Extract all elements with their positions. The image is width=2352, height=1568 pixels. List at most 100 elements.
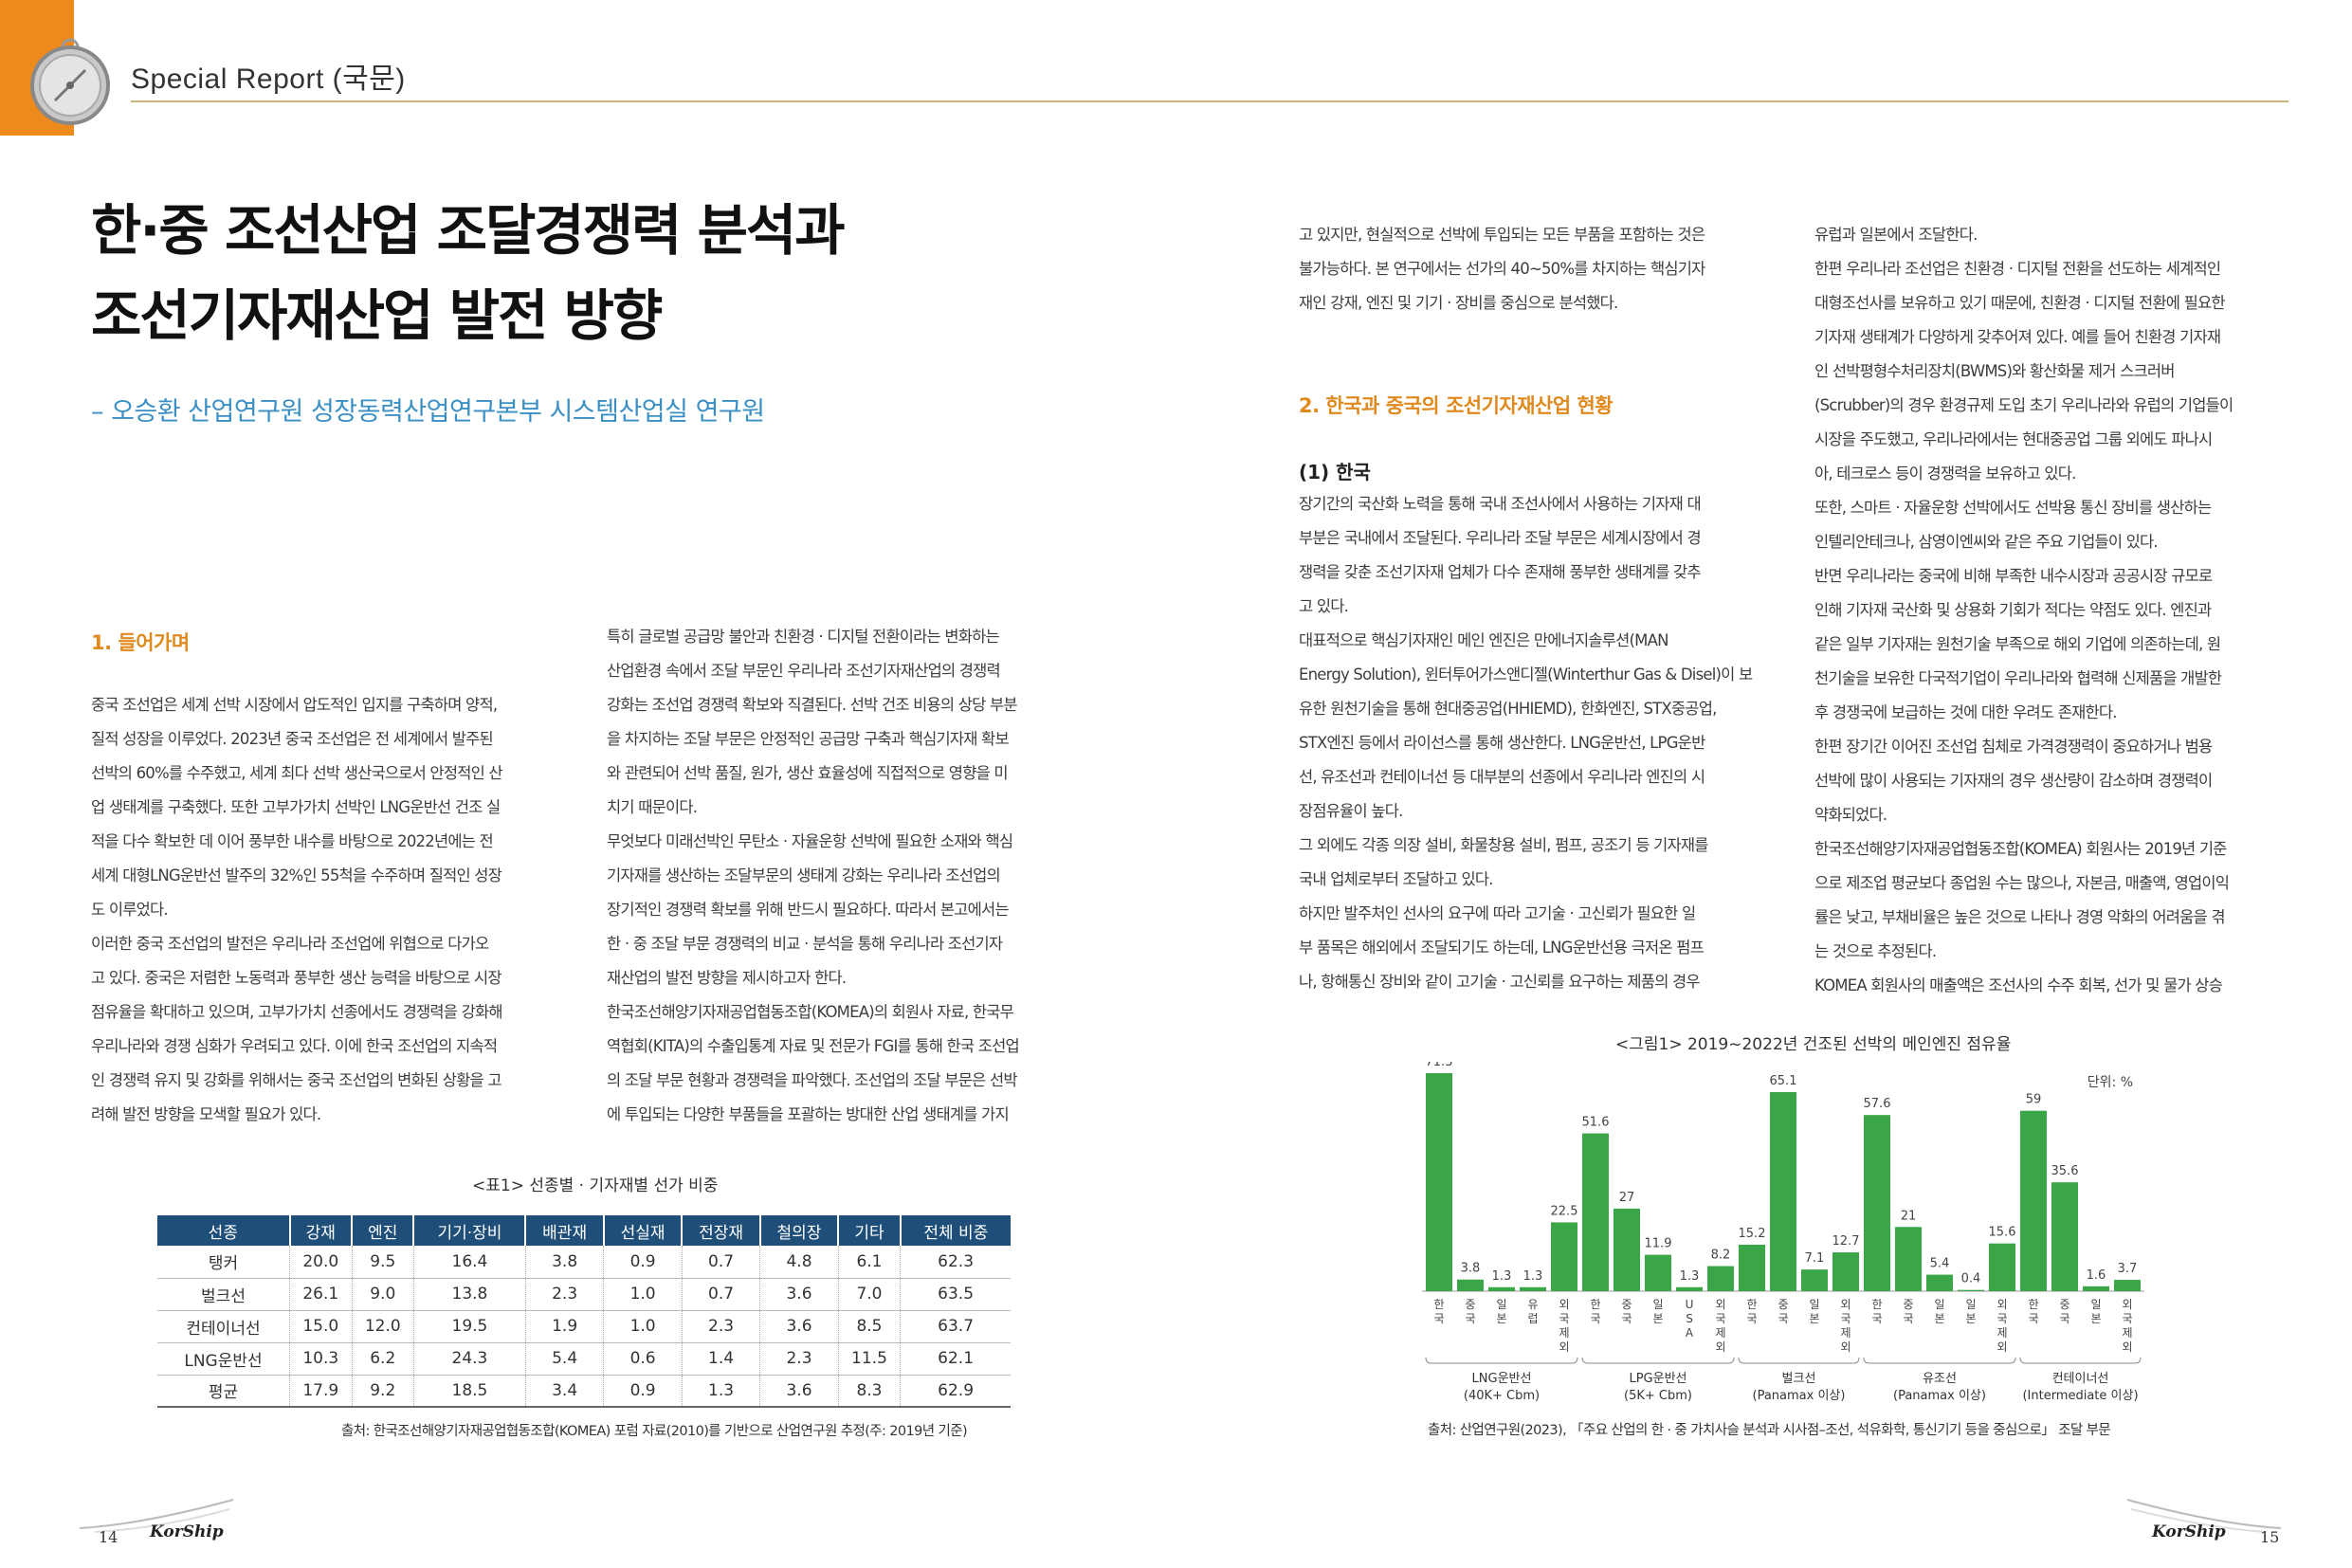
table-cell: 26.1 (289, 1278, 352, 1311)
right-brand-logo: KorShip (2152, 1522, 2226, 1541)
text-line: 이러한 중국 조선업의 발전은 우리나라 조선업에 위협으로 다가오 (91, 935, 489, 953)
table-cell: 6.2 (351, 1342, 414, 1376)
table-cell: 63.5 (900, 1278, 1011, 1311)
text-line: 같은 일부 기자재는 원천기술 부족으로 해외 기업에 의존하는데, 원 (1814, 635, 2221, 653)
table-header-cell: 기타 (837, 1215, 901, 1246)
bar-value-label: 3.7 (2118, 1262, 2138, 1276)
table-cell: 5.4 (524, 1342, 604, 1376)
table-header-cell: 배관재 (524, 1215, 604, 1246)
section-2-heading: 2. 한국과 중국의 조선기자재산업 현황 (1299, 394, 1614, 417)
table-cell: 1.9 (524, 1310, 604, 1343)
table-cell: 0.7 (681, 1278, 760, 1311)
text-line: KOMEA 회원사의 매출액은 조선사의 수주 회복, 선가 및 물가 상승 (1814, 976, 2223, 994)
group-sublabel: (40K+ Cbm) (1464, 1389, 1540, 1403)
group-sublabel: (5K+ Cbm) (1624, 1389, 1692, 1403)
chart-bar (1926, 1274, 1953, 1291)
text-line: 강화는 조선업 경쟁력 확보와 직결된다. 선박 건조 비용의 상당 부분 (607, 696, 1018, 714)
table-cell: 13.8 (412, 1278, 526, 1311)
table-cell: 18.5 (412, 1375, 526, 1408)
text-line: 인 선박평형수처리장치(BWMS)와 황산화물 제거 스크러버 (1814, 362, 2175, 380)
group-sublabel: (Panamax 이상) (1753, 1389, 1846, 1403)
table-cell: 8.5 (837, 1310, 901, 1343)
table-cell: 10.3 (289, 1342, 352, 1376)
text-line: 한국조선해양기자재공업협동조합(KOMEA)의 회원사 자료, 한국무 (607, 1003, 1014, 1021)
table-cell: 6.1 (837, 1246, 901, 1279)
table-cell: 3.6 (759, 1278, 839, 1311)
text-line: 고 있다. 중국은 저렴한 노동력과 풍부한 생산 능력을 바탕으로 시장 (91, 969, 502, 987)
text-line: 점유율을 확대하고 있으며, 고부가가치 선종에서도 경쟁력을 강화해 (91, 1003, 503, 1021)
table-cell: 4.8 (759, 1246, 839, 1279)
text-line: 유한 원천기술을 통해 현대중공업(HHIEMD), 한화엔진, STX중공업, (1299, 700, 1717, 718)
right-column-2: 유럽과 일본에서 조달한다. 한편 우리나라 조선업은 친환경 · 디지털 전환을… (1814, 218, 2293, 1003)
text-line: 장기적인 경쟁력 확보를 위해 반드시 필요하다. 따라서 본고에서는 (607, 901, 1010, 919)
table-cell: 2.3 (524, 1278, 604, 1311)
text-line: 나, 항해통신 장비와 같이 고기술 · 고신뢰를 요구하는 제품의 경우 (1299, 973, 1701, 991)
bar-value-label: 21 (1901, 1209, 1917, 1223)
bar-value-label: 65.1 (1770, 1074, 1797, 1088)
header-rule (131, 100, 2288, 102)
bar-value-label: 8.2 (1711, 1249, 1731, 1263)
chart-bar (1958, 1289, 1984, 1291)
table-cell: 평균 (157, 1375, 290, 1408)
table-cell: 9.5 (351, 1246, 414, 1279)
group-bracket (2019, 1357, 2142, 1364)
text-line: 선박에 많이 사용되는 기자재의 경우 생산량이 감소하며 경쟁력이 (1814, 772, 2213, 790)
text-line: 한 · 중 조달 부문 경쟁력의 비교 · 분석을 통해 우리나라 조선기자 (607, 935, 1003, 953)
table-cell: 7.0 (837, 1278, 901, 1311)
text-line: 천기술을 보유한 다국적기업이 우리나라와 협력해 신제품을 개발한 (1814, 669, 2222, 687)
table-header-cell: 전체 비중 (899, 1215, 1011, 1246)
text-line: 장점유율이 높다. (1299, 802, 1403, 820)
chart-bar (1645, 1254, 1671, 1291)
bar-value-label: 22.5 (1551, 1204, 1578, 1218)
group-label: LNG운반선 (1472, 1372, 1532, 1386)
chart-bar (1614, 1208, 1640, 1291)
bar-value-label: 15.2 (1739, 1227, 1766, 1241)
text-line: 역협회(KITA)의 수출입통계 자료 및 전문가 FGI를 통해 한국 조선업 (607, 1037, 1020, 1055)
chart-bar (1707, 1266, 1734, 1291)
chart-bar (1551, 1222, 1577, 1291)
table-cell: 3.6 (759, 1310, 839, 1343)
table-cell: 0.7 (681, 1246, 760, 1279)
bar-value-label: 3.8 (1461, 1262, 1481, 1276)
title-line-2: 조선기자재산업 발전 방향 (91, 283, 663, 348)
table-cell: 16.4 (412, 1246, 526, 1279)
text-line: 그 외에도 각종 의장 설비, 화물창용 설비, 펌프, 공조기 등 기자재를 (1299, 836, 1708, 854)
section-1-heading: 1. 들어가며 (91, 631, 190, 654)
text-line: 업 생태계를 구축했다. 또한 고부가가치 선박인 LNG운반선 건조 실 (91, 798, 501, 816)
text-line: 하지만 발주처인 선사의 요구에 따라 고기술 · 고신뢰가 필요한 일 (1299, 904, 1696, 922)
chart-unit-label: 단위: % (2088, 1075, 2133, 1090)
group-sublabel: (Intermediate 이상) (2022, 1389, 2138, 1403)
text-line: 불가능하다. 본 연구에서는 선가의 40~50%를 차지하는 핵심기자 (1299, 260, 1705, 278)
table-cell: 3.6 (759, 1375, 839, 1408)
table-cell: 0.9 (603, 1375, 683, 1408)
text-line: Energy Solution), 윈터투어가스앤디젤(Winterthur G… (1299, 665, 1753, 684)
text-line: 시장을 주도했고, 우리나라에서는 현대중공업 그룹 외에도 파나시 (1814, 430, 2213, 448)
table-source: 출처: 한국조선해양기자재공업협동조합(KOMEA) 포럼 자료(2010)를 … (341, 1424, 968, 1439)
table-header-cell: 기기·장비 (412, 1215, 526, 1246)
table-cell: 2.3 (681, 1310, 760, 1343)
table-cell: 0.9 (603, 1246, 683, 1279)
chart-bar (2083, 1285, 2109, 1291)
group-label: 벌크선 (1782, 1372, 1816, 1386)
text-line: 고 있다. (1299, 597, 1349, 615)
table-cell: 2.3 (759, 1342, 839, 1376)
table-row: 평균 17.9 9.2 18.5 3.4 0.9 1.3 3.6 8.3 62.9 (157, 1375, 1011, 1408)
bar-value-label: 1.6 (2087, 1268, 2106, 1283)
group-bracket (1738, 1357, 1860, 1364)
text-line: 부분은 국내에서 조달된다. 우리나라 조달 부문은 세계시장에서 경 (1299, 529, 1702, 547)
text-line: 부 품목은 해외에서 조달되기도 하는데, LNG운반선용 극저온 펌프 (1299, 939, 1705, 957)
table-cell: 9.0 (351, 1278, 414, 1311)
table-cell: 3.4 (524, 1375, 604, 1408)
